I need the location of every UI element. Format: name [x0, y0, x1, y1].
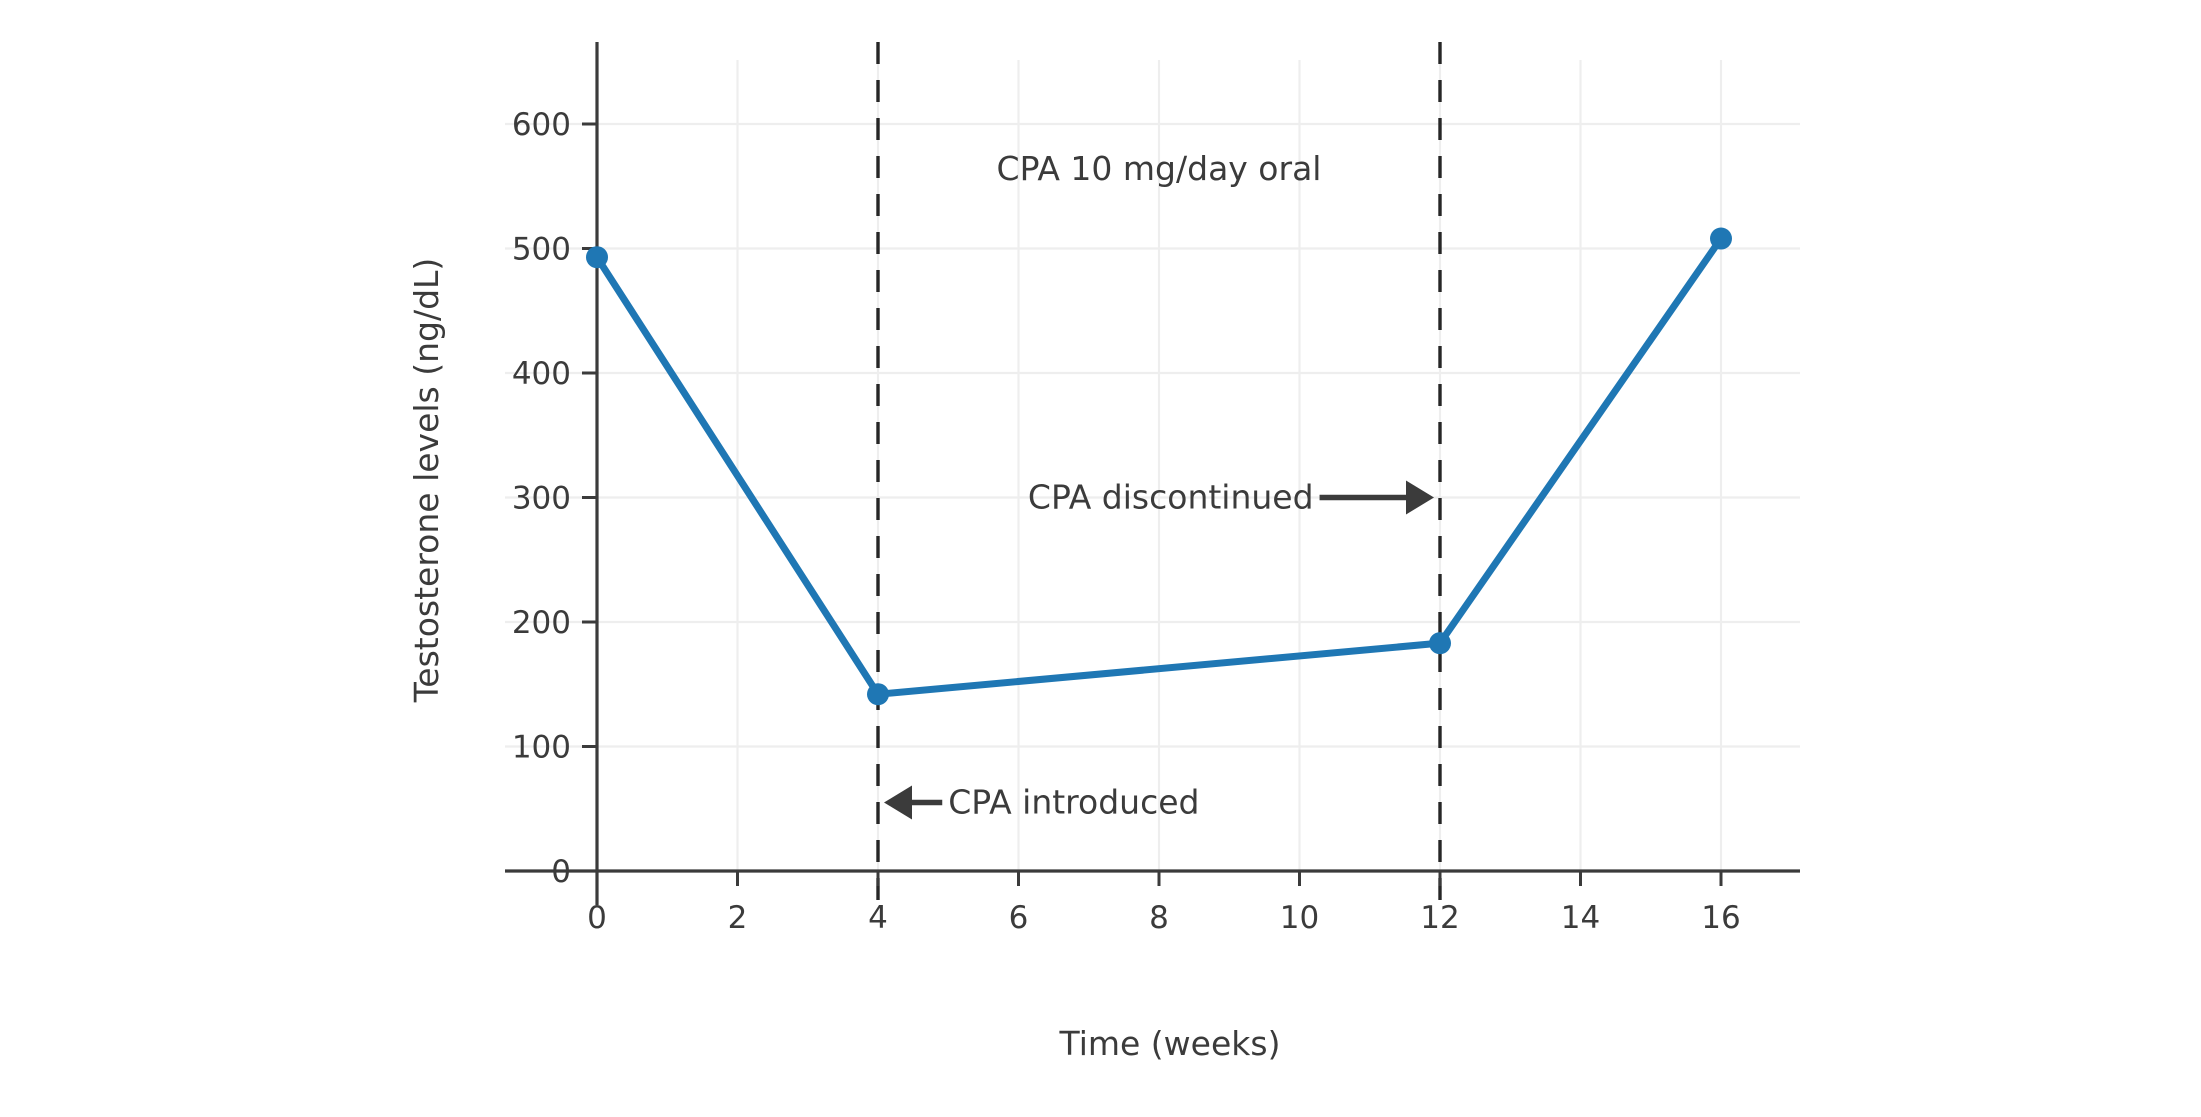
y-tick-group: 0 100 200 300 400 500 600	[512, 107, 597, 890]
y-tick-label: 200	[512, 605, 571, 641]
x-axis-label: Time (weeks)	[1059, 1024, 1281, 1063]
series-line-testosterone	[593, 235, 1725, 698]
data-point-marker	[1429, 632, 1451, 655]
treatment-label: CPA 10 mg/day oral	[997, 149, 1322, 188]
y-tick-label: 500	[512, 232, 571, 268]
x-tick-label: 10	[1280, 900, 1319, 936]
x-tick-label: 4	[868, 900, 888, 936]
x-tick-label: 0	[587, 900, 607, 936]
x-tick-label: 16	[1701, 900, 1740, 936]
x-tick-group: 0 2 4 6 8 10 12 14 16	[587, 871, 1741, 936]
cpa-discontinued-label: CPA discontinued	[1028, 478, 1314, 517]
data-point-marker	[1710, 227, 1732, 250]
vertical-event-lines-group	[876, 42, 1442, 905]
x-tick-label: 14	[1561, 900, 1600, 936]
annotations-group: CPA 10 mg/day oral CPA discontinued CPA in…	[884, 149, 1434, 822]
data-point-marker	[586, 246, 608, 269]
annotation-arrow-head-right	[1406, 480, 1434, 515]
x-tick-label: 12	[1420, 900, 1459, 936]
x-tick-label: 8	[1149, 900, 1169, 936]
axis-spines-group	[505, 42, 1800, 905]
y-axis-label: Testosterone levels (ng/dL)	[407, 258, 446, 704]
cpa-introduced-label: CPA introduced	[948, 783, 1199, 822]
y-tick-label: 400	[512, 356, 571, 392]
y-tick-label: 100	[512, 730, 571, 766]
y-tick-label: 300	[512, 481, 571, 517]
y-tick-label: 0	[551, 854, 571, 890]
data-series-group	[586, 227, 1732, 706]
y-tick-label: 600	[512, 107, 571, 143]
data-point-marker	[867, 683, 889, 706]
x-tick-label: 6	[1009, 900, 1029, 936]
x-tick-label: 2	[728, 900, 748, 936]
annotation-arrow-head-left	[884, 785, 912, 820]
